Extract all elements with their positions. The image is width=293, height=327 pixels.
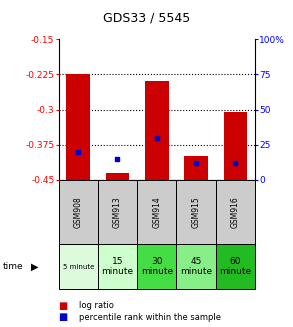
Text: ■: ■: [59, 312, 68, 322]
Bar: [59, 244, 98, 289]
Bar: [216, 244, 255, 289]
Bar: [224, 112, 247, 180]
Bar: [98, 180, 137, 244]
Bar: [145, 81, 168, 180]
Text: GSM913: GSM913: [113, 196, 122, 228]
Text: 15
minute: 15 minute: [101, 257, 134, 276]
Text: GSM915: GSM915: [192, 196, 200, 228]
Text: 60
minute: 60 minute: [219, 257, 251, 276]
Bar: [137, 180, 176, 244]
Text: 30
minute: 30 minute: [141, 257, 173, 276]
Text: GDS33 / 5545: GDS33 / 5545: [103, 11, 190, 25]
Text: 5 minute: 5 minute: [62, 264, 94, 269]
Bar: [176, 180, 216, 244]
Bar: [176, 244, 216, 289]
Text: time: time: [3, 262, 23, 271]
Text: percentile rank within the sample: percentile rank within the sample: [79, 313, 221, 322]
Text: ■: ■: [59, 301, 68, 311]
Bar: [106, 173, 129, 180]
Bar: [137, 244, 176, 289]
Text: 45
minute: 45 minute: [180, 257, 212, 276]
Bar: [98, 244, 137, 289]
Text: ▶: ▶: [31, 262, 39, 271]
Bar: [67, 75, 90, 180]
Text: log ratio: log ratio: [79, 301, 114, 310]
Bar: [216, 180, 255, 244]
Text: GSM914: GSM914: [152, 196, 161, 228]
Bar: [59, 180, 98, 244]
Text: GSM908: GSM908: [74, 196, 83, 228]
Bar: [184, 156, 208, 180]
Text: GSM916: GSM916: [231, 196, 240, 228]
